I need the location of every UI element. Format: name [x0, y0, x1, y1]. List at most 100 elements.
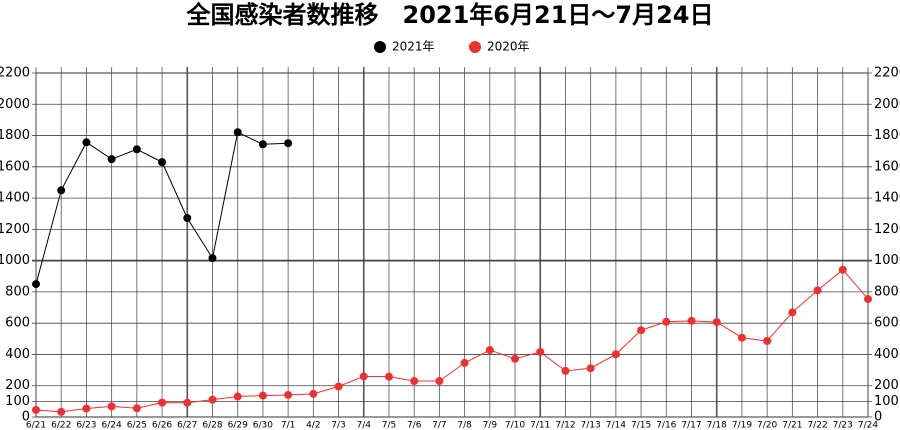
series-line — [35, 269, 869, 413]
chart-title: 全国感染者数推移 2021年6月21日～7月24日 — [186, 1, 714, 29]
y-tick-label: 2200 — [0, 66, 30, 81]
data-point — [208, 395, 217, 404]
y-tick-label: 100 — [5, 394, 30, 409]
data-point — [57, 186, 66, 195]
data-point — [258, 391, 267, 400]
y-tick-label: 400 — [5, 347, 30, 362]
data-point — [107, 155, 116, 164]
data-point — [82, 138, 91, 147]
data-point — [687, 316, 696, 325]
data-point — [813, 286, 822, 295]
data-point — [183, 398, 192, 407]
x-tick-label: 7/13 — [581, 421, 601, 430]
data-point — [309, 389, 318, 398]
data-point — [737, 333, 746, 342]
data-point — [132, 404, 141, 413]
y2-tick-label: 1000 — [874, 253, 900, 268]
y2-tick-label: 400 — [874, 347, 899, 362]
legend-marker — [374, 41, 386, 53]
x-tick-label: 7/10 — [505, 421, 525, 430]
y2-tick-label: 200 — [874, 378, 899, 393]
y2-tick-label: 2200 — [874, 66, 900, 81]
y-tick-label: 1800 — [0, 128, 30, 143]
legend-label: 2021年 — [392, 40, 435, 54]
data-point — [410, 377, 419, 386]
y-tick-label: 800 — [5, 284, 30, 299]
y-tick-label: 0 — [22, 410, 30, 425]
data-point — [637, 326, 646, 335]
data-point — [435, 377, 444, 386]
x-tick-label: 7/11 — [530, 421, 550, 430]
legend-marker — [469, 41, 481, 53]
data-point — [57, 407, 66, 416]
data-point — [233, 392, 242, 401]
data-point — [838, 265, 847, 274]
y2-tick-label: 1200 — [874, 222, 900, 237]
x-tick-label: 7/20 — [757, 421, 777, 430]
x-tick-label: 6/22 — [51, 421, 71, 430]
data-point — [788, 308, 797, 317]
data-point — [32, 405, 40, 414]
x-tick-label: 7/9 — [483, 421, 498, 430]
x-tick-label: 7/21 — [782, 421, 802, 430]
data-point — [586, 364, 595, 373]
data-point — [208, 254, 217, 263]
data-point — [158, 398, 167, 407]
x-tick-label: 6/25 — [127, 421, 147, 430]
data-point — [511, 354, 520, 363]
x-tick-label: 7/16 — [656, 421, 676, 430]
data-point — [82, 404, 91, 413]
y2-tick-label: 2000 — [874, 97, 900, 112]
data-point — [334, 382, 343, 391]
x-tick-label: 7/23 — [833, 421, 853, 430]
x-tick-label: 6/29 — [228, 421, 248, 430]
y2-tick-label: 1800 — [874, 128, 900, 143]
x-tick-label: 7/5 — [382, 421, 396, 430]
y-tick-label: 200 — [5, 378, 30, 393]
data-point — [384, 372, 393, 381]
x-tick-label: 6/30 — [253, 421, 273, 430]
legend-label: 2020年 — [487, 40, 530, 54]
data-point — [183, 214, 192, 223]
data-point — [233, 128, 242, 137]
data-point — [132, 145, 141, 154]
y-tick-label: 1000 — [0, 253, 30, 268]
y-tick-label: 600 — [5, 316, 30, 331]
x-tick-label: 7/18 — [707, 421, 727, 430]
y-tick-label: 1200 — [0, 222, 30, 237]
x-tick-label: 7/15 — [631, 421, 651, 430]
data-point — [485, 346, 494, 355]
x-tick-label: 6/27 — [177, 421, 197, 430]
y-tick-label: 1400 — [0, 191, 30, 206]
data-point — [158, 158, 167, 167]
x-tick-label: 7/4 — [357, 421, 372, 430]
x-tick-label: 7/22 — [807, 421, 827, 430]
y2-tick-label: 1400 — [874, 191, 900, 206]
y2-tick-label: 1600 — [874, 159, 900, 174]
y2-tick-label: 600 — [874, 316, 899, 331]
data-point — [712, 318, 721, 327]
data-point — [536, 347, 545, 356]
y2-tick-label: 100 — [874, 394, 899, 409]
y2-tick-label: 800 — [874, 284, 899, 299]
x-tick-label: 4/2 — [306, 421, 320, 430]
x-tick-label: 6/26 — [152, 421, 172, 430]
data-point — [864, 295, 872, 304]
x-tick-label: 7/12 — [555, 421, 575, 430]
plot-frame — [35, 72, 869, 418]
x-tick-label: 7/19 — [732, 421, 752, 430]
x-tick-label: 7/17 — [681, 421, 701, 430]
x-tick-label: 7/3 — [331, 421, 345, 430]
y-tick-label: 1600 — [0, 159, 30, 174]
x-tick-label: 7/24 — [858, 421, 878, 430]
x-tick-label: 7/14 — [606, 421, 626, 430]
y-tick-label: 2000 — [0, 97, 30, 112]
data-point — [662, 317, 671, 326]
x-tick-label: 6/23 — [76, 421, 96, 430]
data-point — [561, 366, 570, 375]
data-point — [359, 372, 368, 381]
data-point — [32, 280, 40, 289]
y2-tick-label: 0 — [874, 410, 882, 425]
x-tick-label: 7/1 — [281, 421, 295, 430]
